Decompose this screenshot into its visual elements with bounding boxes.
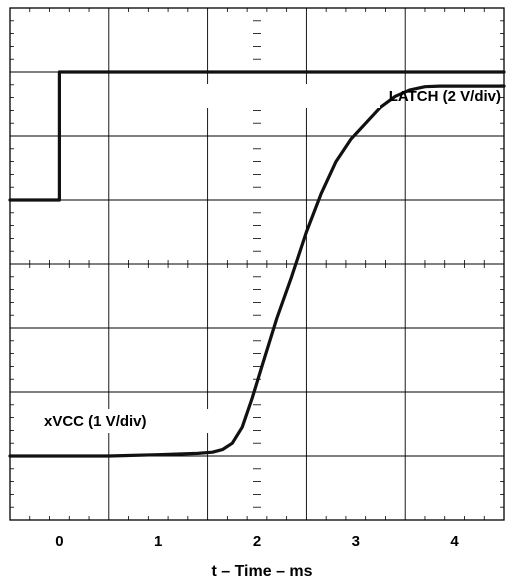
xvcc-label-bg <box>38 409 214 433</box>
scope-traces <box>8 70 506 458</box>
latch-label-bg <box>140 84 380 108</box>
x-tick-label: 1 <box>154 533 162 550</box>
x-axis-title: t – Time – ms <box>211 563 312 580</box>
x-tick-label: 4 <box>450 533 459 550</box>
x-tick-label: 3 <box>352 533 360 550</box>
xvcc-trace <box>8 84 506 458</box>
xvcc-trace-label: xVCC (1 V/div) <box>44 413 147 430</box>
latch-trace-label: LATCH (2 V/div) <box>389 88 501 105</box>
latch-trace <box>8 70 506 202</box>
x-tick-labels: 0 1 2 3 4 <box>55 533 459 550</box>
x-tick-label: 0 <box>55 533 63 550</box>
x-tick-label: 2 <box>253 533 261 550</box>
